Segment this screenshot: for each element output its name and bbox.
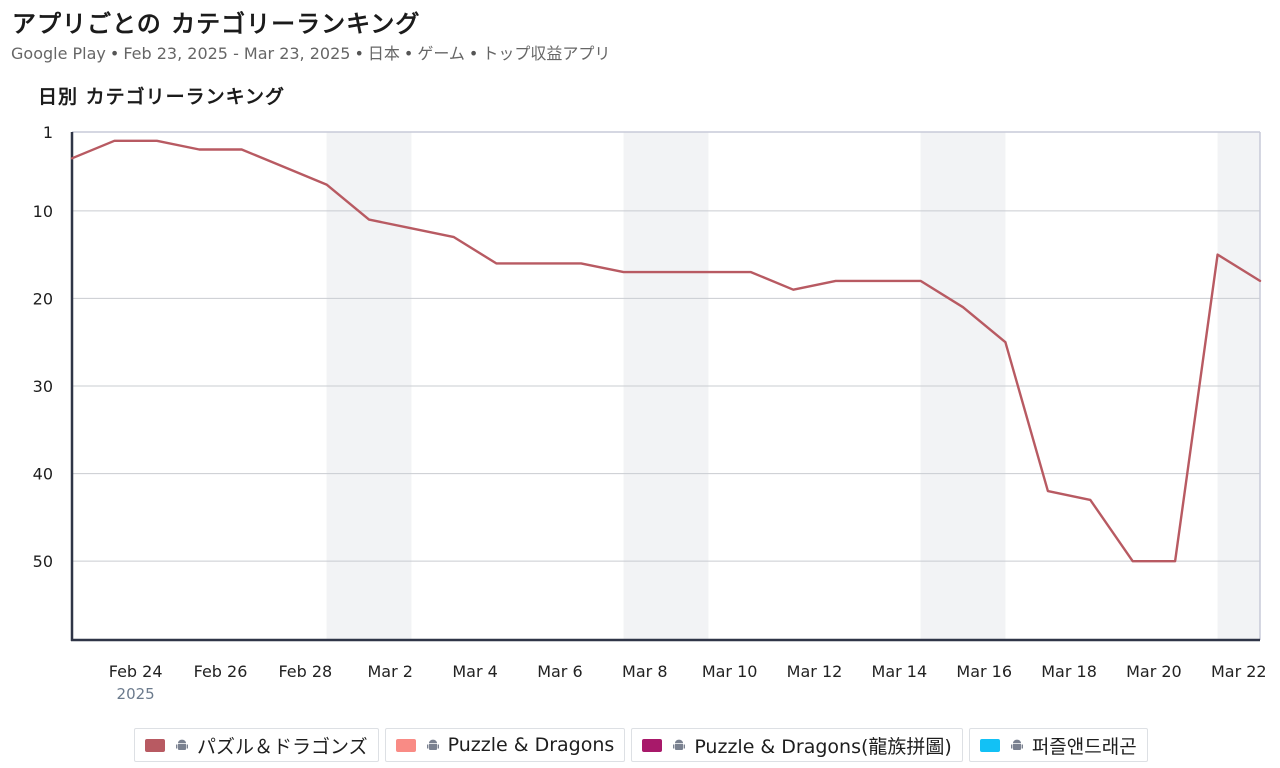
x-tick-label: Mar 2 [367,662,412,681]
y-tick-label: 40 [33,465,53,484]
subtitle-chart-type: トップ収益アプリ [482,44,611,63]
chart-title: 日別 カテゴリーランキング [38,86,286,108]
x-tick-label: Feb 28 [278,662,332,681]
x-tick-label: Mar 14 [872,662,928,681]
y-tick-label: 30 [33,377,53,396]
legend-swatch [145,738,165,752]
y-tick-label: 10 [33,202,53,221]
x-tick-year-label: 2025 [117,685,155,703]
x-tick-label: Mar 16 [956,662,1012,681]
series-line [70,139,1262,563]
android-icon [426,739,439,750]
android-icon [1010,739,1023,750]
page-subtitle: Google Play • Feb 23, 2025 - Mar 23, 2025 •… [11,40,610,64]
legend-label: パズル＆ドラゴンズ [197,735,368,758]
legend-swatch [979,738,1000,752]
legend-item-puzzle-dragons-tw[interactable]: Puzzle & Dragons(龍族拼圖) [631,728,963,762]
chart-legend: パズル＆ドラゴンズ Puzzle & Dragons Puzzle & Drag… [134,728,1154,764]
legend-swatch [642,738,663,752]
subtitle-separator: • [403,44,414,63]
x-tick-label: Mar 8 [622,662,667,681]
y-tick-label: 1 [43,123,53,142]
x-tick-label: Mar 20 [1126,662,1182,681]
subtitle-separator: • [354,44,364,63]
ranking-line-chart[interactable]: 1 10 20 30 40 50 Feb 24 2025 Feb 26 Feb 28 Mar 2 Ma… [0,0,1280,720]
legend-label: Puzzle & Dragons [447,734,615,756]
x-tick-label: Mar 10 [702,662,758,681]
y-tick-label: 20 [33,289,53,308]
android-icon [176,739,188,750]
x-tick-label: Mar 22 [1211,662,1267,681]
legend-item-puzzle-dragons-jp[interactable]: パズル＆ドラゴンズ [134,728,379,762]
x-tick-label: Mar 6 [537,662,582,681]
x-tick-label: Mar 4 [452,662,497,681]
x-tick-label: Feb 24 [109,662,163,681]
legend-item-puzzle-dragons-en[interactable]: Puzzle & Dragons [384,728,626,762]
x-tick-label: Mar 18 [1041,662,1097,681]
page-title: アプリごとの カテゴリーランキング [12,10,421,38]
subtitle-date-range: Feb 23, 2025 - Mar 23, 2025 [123,44,351,63]
subtitle-store: Google Play [11,44,106,63]
android-icon [673,739,686,750]
legend-item-puzzle-dragons-kr[interactable]: 퍼즐앤드래곤 [968,728,1148,762]
legend-label: Puzzle & Dragons(龍族拼圖) [694,735,952,758]
subtitle-separator: • [109,44,120,63]
legend-label: 퍼즐앤드래곤 [1031,735,1137,758]
subtitle-category: ゲーム [417,44,465,63]
subtitle-separator: • [468,44,479,63]
subtitle-country: 日本 [367,44,400,63]
legend-swatch [395,738,416,752]
x-tick-label: Feb 26 [194,662,248,681]
x-tick-label: Mar 12 [787,662,843,681]
y-tick-label: 50 [33,552,53,571]
